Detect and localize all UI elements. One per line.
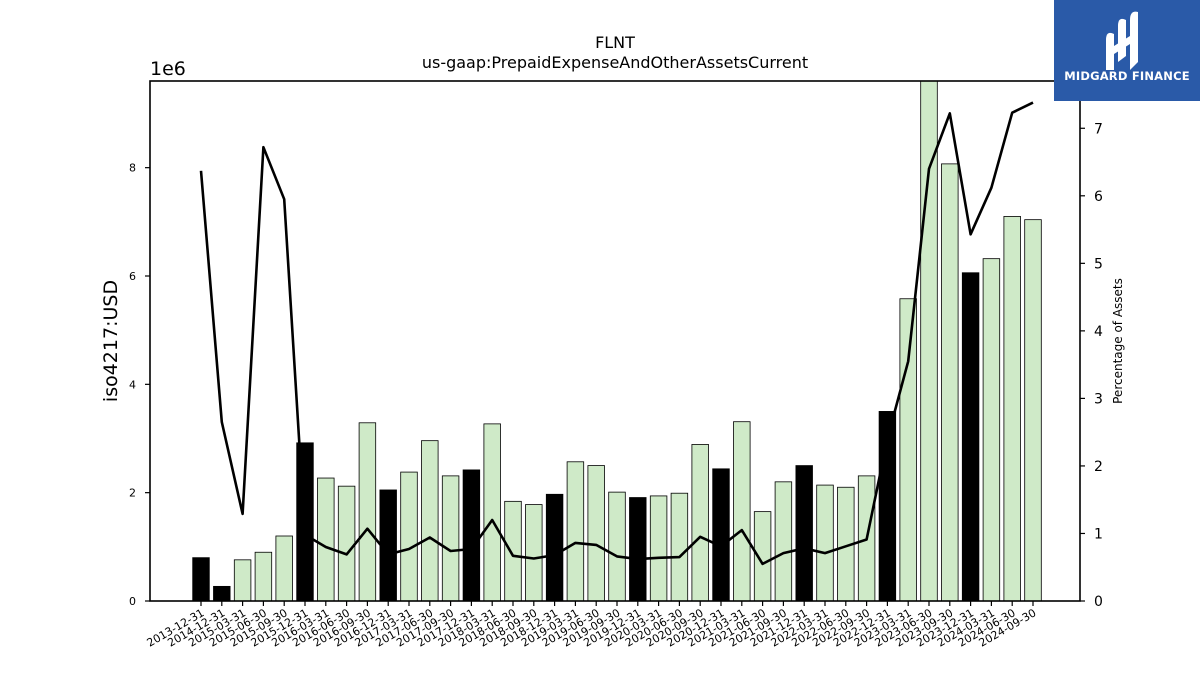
bar-2020-12-31 <box>712 468 730 602</box>
bar-2014-12-31 <box>213 585 231 602</box>
bar-2017-03-31 <box>400 471 418 602</box>
bar-2022-03-31 <box>816 484 834 602</box>
line-layer <box>199 101 1034 566</box>
brand-name: MIDGARD FINANCE <box>1064 69 1190 83</box>
bar-2019-03-31 <box>566 461 585 602</box>
x-axis: 2013-12-312014-12-312015-03-312015-06-30… <box>145 601 1039 650</box>
bar-2017-06-30 <box>421 440 439 602</box>
midgard-m-logo-icon <box>1106 11 1138 70</box>
y-tick-label: 0 <box>129 595 136 608</box>
right-axis: 0 1 2 3 4 5 6 7 <box>1080 121 1103 610</box>
y-scale-label: 1e6 <box>150 58 186 80</box>
bar-2013-12-31 <box>192 557 210 602</box>
bars-layer <box>192 80 1042 602</box>
brand-logo: MIDGARD FINANCE <box>1054 0 1200 101</box>
bar-2018-06-30 <box>504 500 522 602</box>
y2-tick-label: 4 <box>1094 324 1103 340</box>
y-tick-label: 2 <box>129 487 136 500</box>
pct-of-assets-line <box>199 101 1034 566</box>
plot-frame <box>149 80 1081 602</box>
chart-subtitle: us-gaap:PrepaidExpenseAndOtherAssetsCurr… <box>422 53 808 72</box>
bar-2023-06-30 <box>920 80 938 602</box>
bar-2015-03-31 <box>233 559 252 602</box>
bar-2016-09-30 <box>358 422 377 602</box>
bar-2020-09-30 <box>691 444 709 602</box>
bar-2023-03-31 <box>899 298 917 602</box>
y-axis-label: iso4217:USD <box>100 280 122 402</box>
y-tick-label: 8 <box>129 162 136 175</box>
y-tick-label: 6 <box>129 270 136 283</box>
y2-tick-label: 6 <box>1094 189 1103 205</box>
bar-2023-09-30 <box>941 163 959 602</box>
y2-axis-label: Percentage of Assets <box>1111 278 1125 404</box>
bar-2017-12-31 <box>462 469 481 602</box>
bar-2021-03-31 <box>733 421 751 602</box>
bar-2017-09-30 <box>441 475 460 602</box>
y2-tick-label: 7 <box>1094 121 1103 137</box>
bar-2015-09-30 <box>275 535 293 602</box>
bar-2024-06-30 <box>1003 216 1021 602</box>
bar-2019-09-30 <box>608 491 626 602</box>
bar-2016-06-30 <box>337 485 356 602</box>
bar-2018-09-30 <box>525 504 543 602</box>
bar-2018-03-31 <box>483 423 501 602</box>
bar-2015-06-30 <box>254 551 273 602</box>
bar-2020-06-30 <box>670 492 689 602</box>
y2-tick-label: 3 <box>1094 391 1103 407</box>
bar-2021-12-31 <box>795 465 813 602</box>
left-axis: 0 2 4 6 8 <box>129 162 150 608</box>
y2-tick-label: 1 <box>1094 526 1103 542</box>
bar-2024-09-30 <box>1024 219 1042 602</box>
bar-2019-12-31 <box>629 497 647 602</box>
y2-tick-label: 0 <box>1094 594 1103 610</box>
bar-2019-06-30 <box>587 465 605 602</box>
bar-2018-12-31 <box>545 493 564 602</box>
chart-title: FLNT <box>595 33 635 52</box>
bar-2021-09-30 <box>774 481 793 602</box>
bar-2020-03-31 <box>649 495 668 602</box>
y-tick-label: 4 <box>129 378 136 391</box>
bar-2024-03-31 <box>982 258 1001 602</box>
y2-tick-label: 5 <box>1094 256 1103 272</box>
bar-2016-03-31 <box>317 477 335 602</box>
y2-tick-label: 2 <box>1094 459 1103 475</box>
bar-2023-12-31 <box>961 272 980 602</box>
